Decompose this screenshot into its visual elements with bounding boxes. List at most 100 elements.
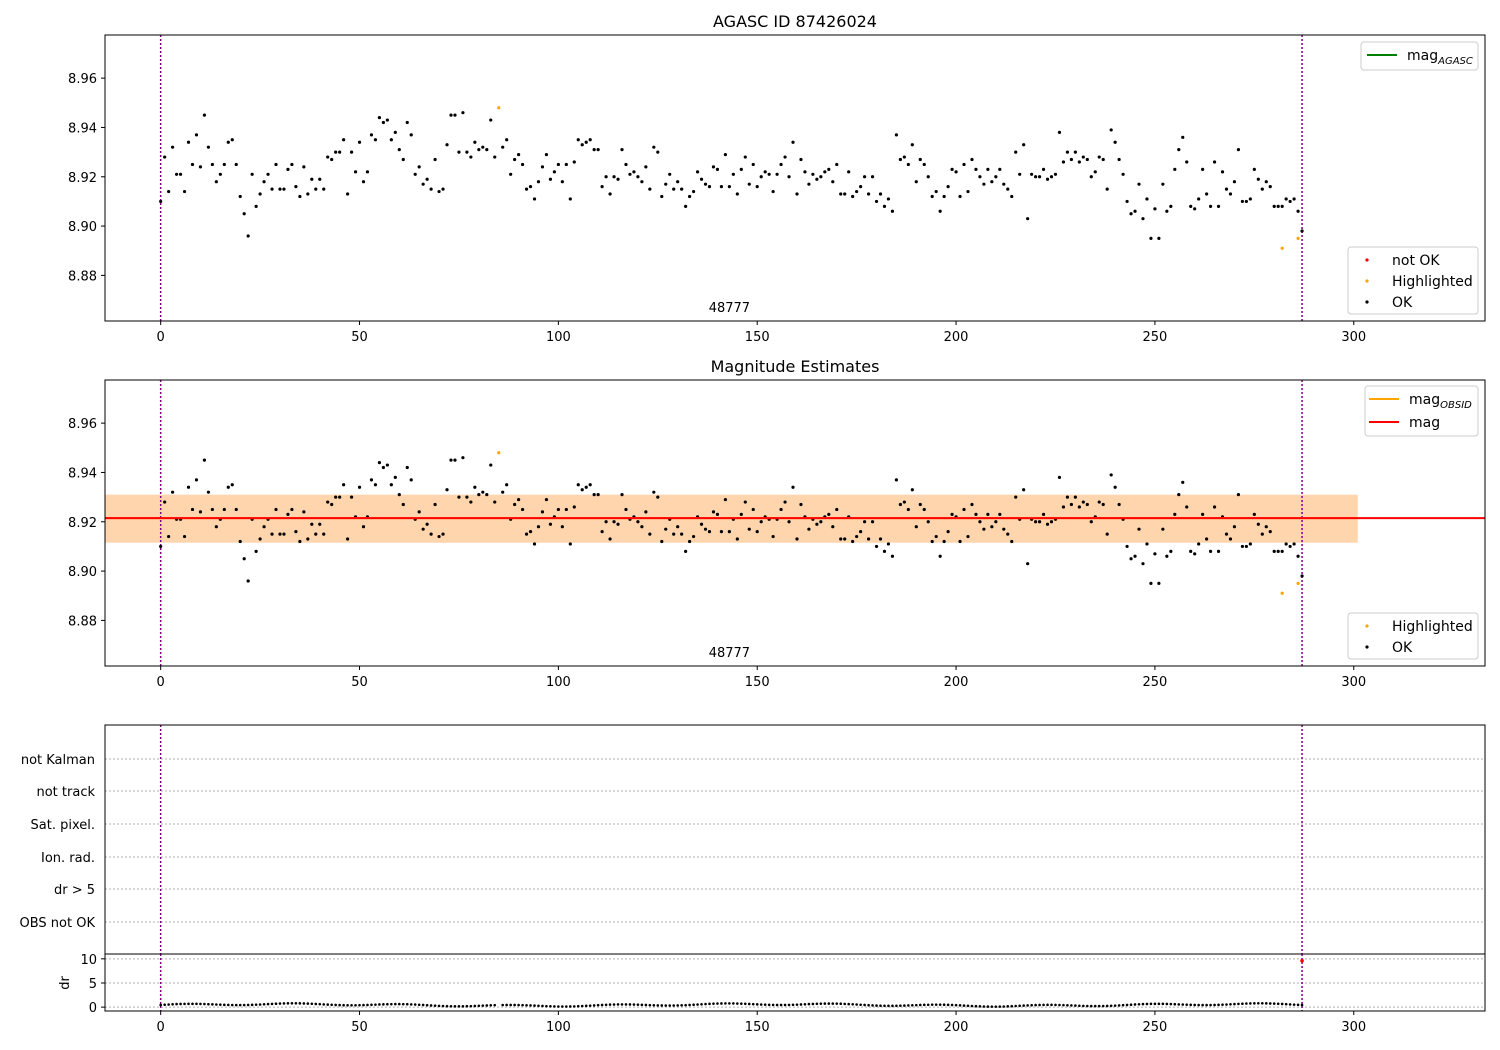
ok-point	[334, 150, 338, 154]
ok-point	[870, 520, 875, 524]
ok-point	[894, 133, 899, 137]
ok-point	[878, 537, 883, 541]
ok-point	[811, 172, 815, 176]
dr-point	[692, 1003, 695, 1007]
ok-point	[441, 187, 445, 191]
ok-point	[1073, 150, 1077, 154]
ok-point	[536, 180, 541, 184]
x-axis-ticks: 0 50 100 150 200 250 300	[157, 321, 1366, 345]
ok-point	[1061, 505, 1066, 509]
ok-point	[1212, 160, 1217, 164]
ok-point	[302, 165, 306, 169]
dr-point	[493, 1003, 497, 1007]
ok-point	[1224, 187, 1229, 191]
dr-point	[1292, 1003, 1296, 1006]
dr-point	[636, 1003, 640, 1006]
ok-point	[429, 532, 433, 536]
ok-point	[1002, 182, 1006, 186]
ok-point	[882, 549, 887, 553]
ok-point	[318, 177, 322, 181]
dr-point	[171, 1002, 174, 1006]
ok-point	[1232, 525, 1237, 529]
ok-point	[1216, 549, 1221, 553]
ok-point	[202, 458, 207, 462]
dr-point	[922, 1003, 926, 1007]
dr-point	[596, 1003, 600, 1007]
ok-point	[1077, 160, 1081, 164]
ok-point	[163, 155, 167, 159]
ok-point	[1244, 544, 1248, 549]
dr-point	[1014, 1004, 1018, 1008]
y-tick-label: 8.90	[68, 220, 97, 235]
ok-point	[576, 483, 580, 487]
dr-point	[775, 1003, 779, 1007]
dr-point	[1121, 1003, 1125, 1007]
dr-point	[759, 1003, 763, 1006]
ok-point	[676, 525, 680, 529]
legend-label: magAGASC	[1407, 48, 1473, 67]
dr-point	[1253, 1002, 1256, 1005]
legend-label-not-ok: not OK	[1392, 253, 1440, 269]
magnitude-panel: Magnitude Estimates 48777 0 50 100 150 200 25…	[68, 357, 1486, 690]
dr-point	[545, 1004, 548, 1008]
dr-point	[374, 1003, 377, 1006]
ok-point	[807, 527, 811, 531]
ok-point	[684, 204, 688, 208]
ok-point	[727, 185, 731, 189]
dr-point	[604, 1003, 608, 1007]
ok-point	[242, 212, 246, 216]
ok-point	[369, 478, 374, 482]
ok-point	[859, 185, 863, 189]
ok-point	[743, 155, 747, 159]
dr-point	[704, 1002, 707, 1006]
ok-point	[918, 502, 922, 507]
legend-label-ok: OK	[1392, 640, 1413, 656]
ok-point	[528, 185, 533, 189]
ok-point	[1197, 542, 1201, 546]
ok-point	[680, 187, 684, 191]
ok-point	[1197, 197, 1201, 201]
x-tick-label: 100	[546, 330, 571, 345]
dr-point	[477, 1004, 481, 1008]
ok-point	[807, 182, 811, 186]
ok-point	[831, 180, 835, 184]
ok-point	[1169, 204, 1173, 208]
ok-point	[445, 488, 449, 492]
ok-point	[847, 170, 851, 174]
dr-point	[234, 1003, 238, 1007]
flags-panel: not Kalman not track Sat. pixel. Ion. ra…	[20, 724, 1486, 955]
ok-point	[707, 530, 712, 534]
dr-point	[1189, 1003, 1193, 1007]
ok-point	[866, 192, 871, 196]
dr-point	[911, 1003, 914, 1007]
dr-point	[330, 1003, 333, 1007]
ok-point	[1105, 532, 1109, 536]
ok-point	[914, 525, 918, 529]
ok-point	[926, 175, 930, 179]
dr-point	[1030, 1003, 1033, 1007]
ok-point	[1026, 562, 1030, 566]
ok-point	[862, 175, 867, 179]
dr-point	[580, 1004, 584, 1008]
dr-point	[1109, 1004, 1113, 1008]
ok-point	[282, 187, 286, 191]
dr-point	[366, 1003, 369, 1007]
dr-point	[1089, 1004, 1093, 1008]
dr-point	[1026, 1004, 1029, 1007]
ok-point	[1006, 187, 1010, 191]
ok-point	[910, 143, 914, 147]
ok-point	[608, 537, 612, 541]
ok-point	[1256, 522, 1260, 526]
dr-point	[1288, 1003, 1292, 1006]
ok-point	[1125, 199, 1129, 204]
ok-point	[393, 130, 397, 134]
dr-point	[620, 1003, 624, 1006]
ok-point	[930, 194, 934, 199]
flag-label-not-kalman: not Kalman	[21, 753, 95, 768]
dr-point	[1070, 1004, 1073, 1007]
dr-point	[354, 1003, 357, 1007]
dr-point	[986, 1005, 990, 1008]
dr-point	[899, 1004, 902, 1007]
ok-point	[230, 138, 234, 142]
ok-point	[600, 530, 604, 534]
